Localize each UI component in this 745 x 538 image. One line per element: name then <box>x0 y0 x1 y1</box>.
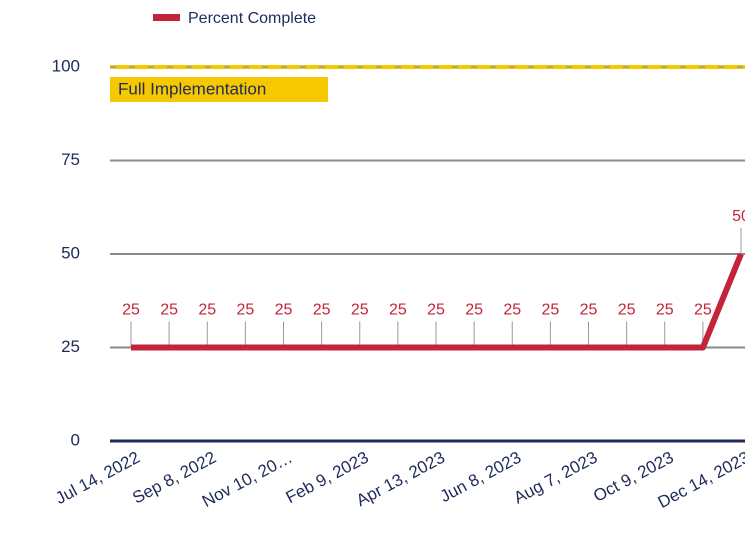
y-tick-label: 0 <box>71 430 80 449</box>
data-label: 25 <box>541 302 559 319</box>
data-label: 25 <box>313 302 331 319</box>
data-label: 25 <box>465 302 483 319</box>
reference-label-box <box>110 77 328 102</box>
data-label: 25 <box>503 302 521 319</box>
y-tick-label: 25 <box>61 337 80 356</box>
data-label: 25 <box>198 302 216 319</box>
y-tick-label: 75 <box>61 150 80 169</box>
y-tick-label: 100 <box>52 56 80 75</box>
data-label: 25 <box>427 302 445 319</box>
legend-swatch <box>153 14 180 21</box>
data-line <box>131 252 744 351</box>
data-label: 25 <box>618 302 636 319</box>
data-label: 50 <box>732 208 745 225</box>
x-tick-label: Aug 7, 2023 <box>511 448 601 508</box>
legend-label: Percent Complete <box>188 10 316 27</box>
data-label: 25 <box>580 302 598 319</box>
data-label: 25 <box>122 302 140 319</box>
data-label: 25 <box>694 302 712 319</box>
x-tick-label: Jul 14, 2022 <box>52 448 143 508</box>
data-label: 25 <box>160 302 178 319</box>
data-label: 25 <box>351 302 369 319</box>
y-tick-label: 50 <box>61 243 80 262</box>
x-tick-label: Jun 8, 2023 <box>437 448 524 506</box>
reference-label: Full Implementation <box>118 79 266 98</box>
data-label: 25 <box>656 302 674 319</box>
data-label: 25 <box>389 302 407 319</box>
data-label: 25 <box>236 302 254 319</box>
data-label: 25 <box>275 302 293 319</box>
